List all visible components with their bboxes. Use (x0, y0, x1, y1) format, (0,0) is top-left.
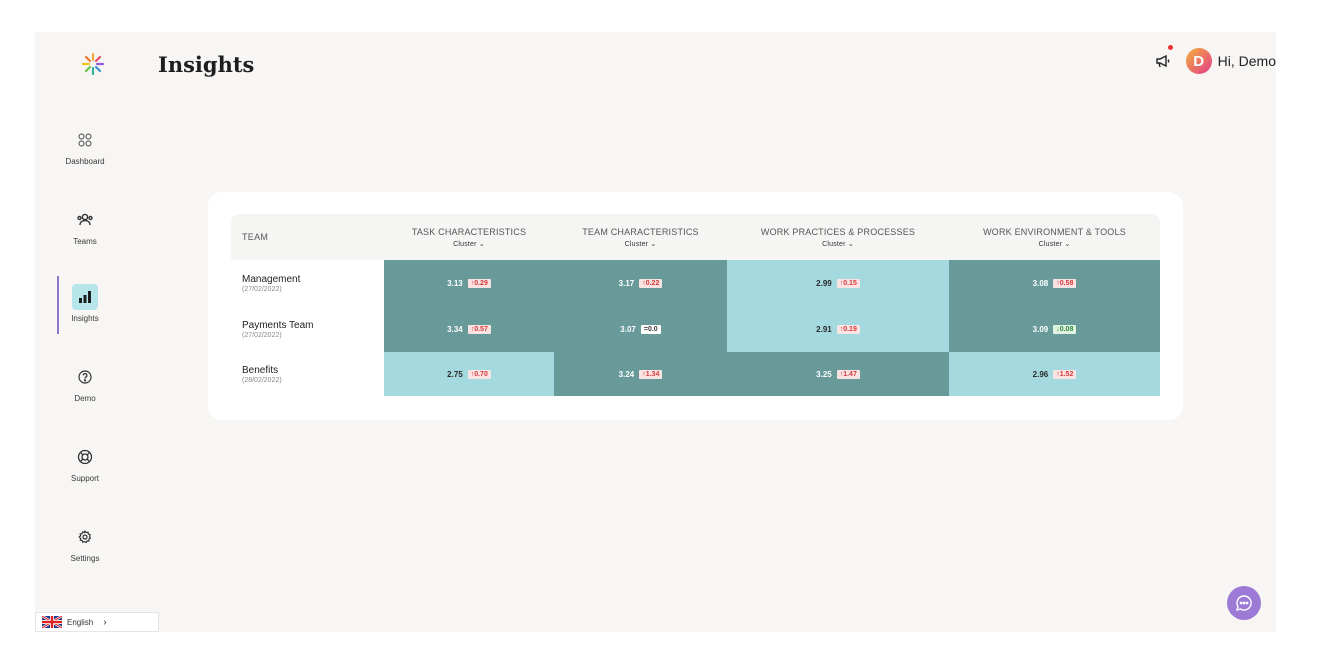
team-name-cell[interactable]: Benefits (28/02/2022) (231, 352, 384, 396)
delta-badge: ↑1.34 (639, 369, 663, 379)
table-header: TEAM TASK CHARACTERISTICS Cluster ⌄ TEAM… (231, 214, 1160, 260)
chevron-down-icon: ⌄ (650, 240, 657, 248)
gear-icon (72, 524, 98, 550)
column-header-work-environment[interactable]: WORK ENVIRONMENT & TOOLS Cluster ⌄ (949, 214, 1160, 260)
column-header-team[interactable]: TEAM CHARACTERISTICS Cluster ⌄ (554, 214, 727, 260)
headset-icon (72, 444, 98, 470)
team-date: (27/02/2022) (242, 331, 282, 339)
avatar[interactable]: D (1185, 48, 1212, 74)
sidebar-item-support[interactable]: Support (35, 444, 135, 498)
sidebar-item-insights[interactable]: Insights (35, 284, 135, 338)
column-title: TEAM CHARACTERISTICS (582, 226, 699, 237)
language-selector[interactable]: English › (35, 612, 159, 632)
delta-badge: ↑0.57 (467, 324, 491, 334)
insights-card: TEAM TASK CHARACTERISTICS Cluster ⌄ TEAM… (208, 192, 1183, 420)
score-cell[interactable]: 3.09 ↓0.08 (949, 306, 1160, 352)
team-name: Benefits (242, 364, 279, 376)
cluster-dropdown[interactable]: Cluster ⌄ (453, 240, 485, 248)
sidebar-item-label: Dashboard (65, 157, 105, 166)
announcements-button[interactable] (1154, 45, 1173, 70)
team-name: Management (242, 273, 301, 285)
language-label: English (67, 617, 94, 627)
sidebar-item-settings[interactable]: Settings (35, 524, 135, 578)
sidebar-item-label: Settings (70, 554, 100, 563)
score-cell[interactable]: 3.08 ↑0.58 (949, 260, 1160, 306)
score-cell[interactable]: 3.25 ↑1.47 (727, 352, 949, 396)
team-date: (27/02/2022) (242, 285, 282, 293)
grid-icon (72, 127, 98, 153)
cluster-dropdown[interactable]: Cluster ⌄ (624, 240, 657, 248)
table-row: Management (27/02/2022) 3.13 ↑0.29 3.17 ↑0… (231, 260, 1160, 306)
sidebar-item-label: Demo (74, 394, 96, 403)
team-name-cell[interactable]: Payments Team (27/02/2022) (231, 306, 384, 352)
logo-icon (81, 52, 105, 76)
score-cell[interactable]: 2.99 ↑0.15 (727, 260, 949, 306)
delta-badge: ↑0.70 (467, 369, 491, 379)
delta-badge: ↑1.47 (836, 369, 860, 379)
table-row: Payments Team (27/02/2022) 3.34 ↑0.57 3.0… (231, 306, 1160, 352)
column-title: WORK PRACTICES & PROCESSES (760, 226, 916, 237)
chevron-down-icon: ⌄ (847, 240, 854, 248)
score-cell[interactable]: 3.07 =0.0 (554, 306, 727, 352)
delta-badge: ↑1.52 (1053, 369, 1077, 379)
column-header-work-practices[interactable]: WORK PRACTICES & PROCESSES Cluster ⌄ (727, 214, 949, 260)
sidebar-item-dashboard[interactable]: Dashboard (35, 127, 135, 181)
score-cell[interactable]: 3.13 ↑0.29 (384, 260, 554, 306)
score-cell[interactable]: 3.24 ↑1.34 (554, 352, 727, 396)
chevron-down-icon: ⌄ (1064, 240, 1071, 248)
delta-badge: ↑0.19 (836, 324, 860, 334)
user-greeting[interactable]: Hi, Demo (1217, 53, 1276, 69)
delta-badge: ↑0.22 (639, 278, 663, 288)
delta-badge: ↑0.58 (1053, 278, 1077, 288)
delta-badge: ↑0.29 (467, 278, 491, 288)
notification-dot (1167, 45, 1173, 50)
score-cell[interactable]: 3.34 ↑0.57 (384, 306, 554, 352)
cluster-dropdown[interactable]: Cluster ⌄ (822, 240, 854, 248)
chevron-down-icon: ⌄ (478, 240, 485, 248)
column-title: WORK ENVIRONMENT & TOOLS (983, 226, 1126, 237)
question-icon (72, 364, 98, 390)
megaphone-icon (1155, 54, 1169, 68)
app-frame: Dashboard Teams Insights Demo Support (35, 32, 1276, 632)
score-cell[interactable]: 3.17 ↑0.22 (554, 260, 727, 306)
delta-badge: ↑0.15 (836, 278, 860, 288)
team-name-cell[interactable]: Management (27/02/2022) (231, 260, 384, 306)
sidebar: Dashboard Teams Insights Demo Support (35, 32, 135, 632)
sidebar-item-label: Teams (73, 237, 97, 246)
score-cell[interactable]: 2.91 ↑0.19 (727, 306, 949, 352)
delta-badge: ↓0.08 (1053, 324, 1077, 334)
bar-chart-icon (72, 284, 98, 310)
team-date: (28/02/2022) (242, 376, 282, 384)
page-title: Insights (158, 52, 255, 77)
active-indicator (57, 276, 59, 334)
sidebar-item-label: Insights (71, 314, 99, 323)
chevron-right-icon: › (103, 616, 107, 628)
column-header-task[interactable]: TASK CHARACTERISTICS Cluster ⌄ (384, 214, 554, 260)
chat-button[interactable] (1227, 586, 1261, 620)
chat-bubble-icon (1235, 595, 1252, 612)
topbar-right: D Hi, Demo (1154, 45, 1276, 74)
insights-table: TEAM TASK CHARACTERISTICS Cluster ⌄ TEAM… (231, 214, 1160, 396)
cluster-dropdown[interactable]: Cluster ⌄ (1038, 240, 1071, 248)
score-cell[interactable]: 2.75 ↑0.70 (384, 352, 554, 396)
people-icon (72, 207, 98, 233)
team-column-header: TEAM (242, 232, 269, 242)
team-name: Payments Team (242, 319, 314, 331)
delta-badge: =0.0 (640, 324, 661, 334)
uk-flag-icon (42, 616, 62, 628)
sidebar-item-label: Support (70, 474, 100, 483)
sidebar-item-teams[interactable]: Teams (35, 207, 135, 261)
table-row: Benefits (28/02/2022) 2.75 ↑0.70 3.24 ↑1.3… (231, 352, 1160, 396)
column-title: TASK CHARACTERISTICS (411, 226, 527, 237)
sidebar-item-demo[interactable]: Demo (35, 364, 135, 418)
score-cell[interactable]: 2.96 ↑1.52 (949, 352, 1160, 396)
